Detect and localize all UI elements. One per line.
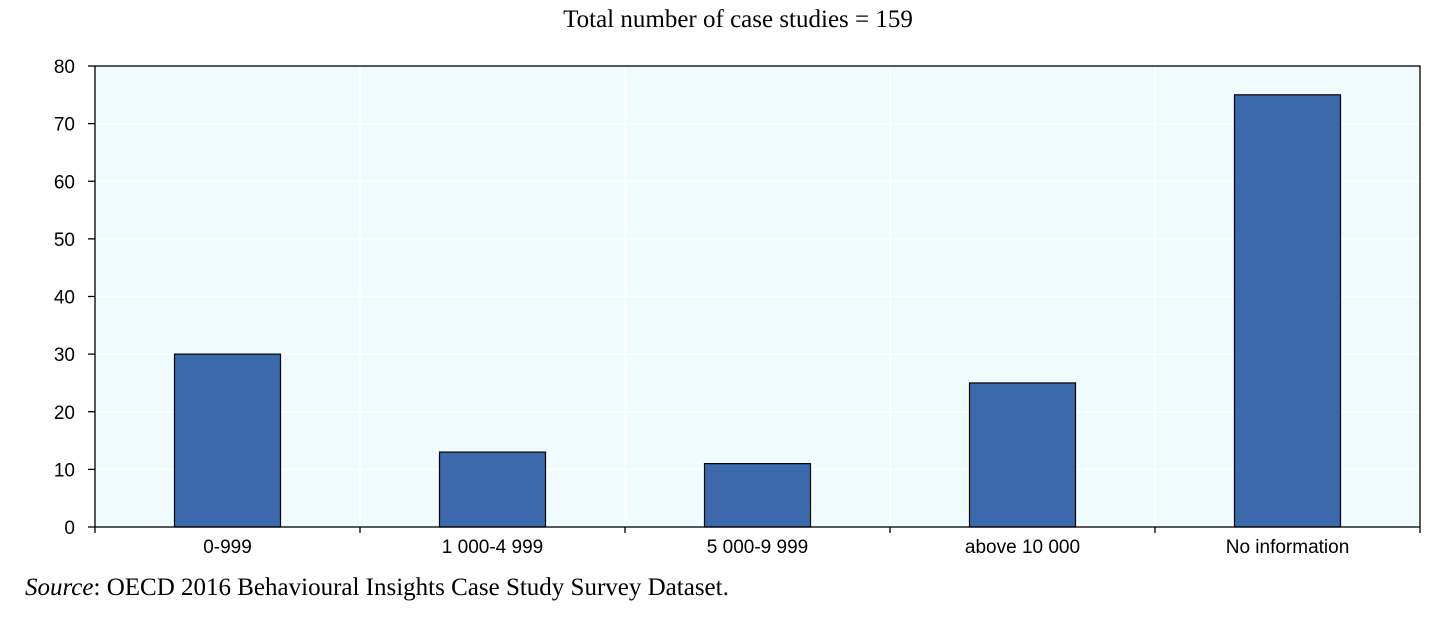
x-category-label: above 10 000 [965,537,1080,558]
bar-2 [703,463,812,528]
bar-4 [1233,94,1342,528]
bar-1 [438,451,547,528]
gridlines [95,66,1420,527]
x-axis: 0-999 1 000-4 999 5 000-9 999 above 10 000 N… [94,527,1421,558]
source-note: Source: OECD 2016 Behavioural Insights C… [25,574,729,602]
y-tick-label: 30 [54,345,75,366]
source-text: : OECD 2016 Behavioural Insights Case St… [93,574,729,601]
bar-3 [968,382,1077,528]
y-tick-label: 10 [54,460,75,481]
x-category-label: 5 000-9 999 [707,537,808,558]
y-tick-label: 20 [54,403,75,424]
bars [173,94,1342,528]
y-axis: 0 10 20 30 40 50 60 70 80 [54,57,95,539]
source-label: Source [25,574,94,601]
y-tick-label: 50 [54,230,75,251]
y-tick-label: 80 [54,57,75,78]
x-category-label: 1 000-4 999 [442,537,543,558]
chart-title: Total number of case studies = 159 [563,6,913,33]
bar-0 [173,353,282,528]
x-category-label: No information [1226,537,1350,558]
y-tick-label: 0 [64,518,75,539]
y-tick-label: 60 [54,172,75,193]
x-category-label: 0-999 [203,537,252,558]
y-tick-label: 40 [54,288,75,309]
y-tick-label: 70 [54,115,75,136]
